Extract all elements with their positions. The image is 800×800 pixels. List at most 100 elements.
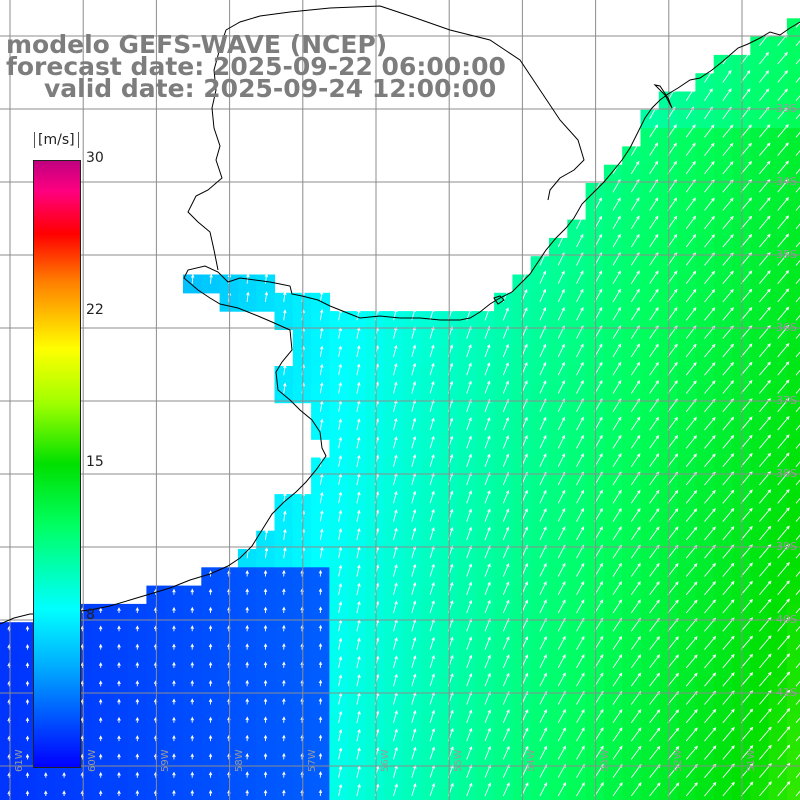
speed-cell [786, 201, 800, 221]
speed-cell [91, 713, 111, 733]
wind-arrow [190, 771, 195, 778]
wind-arrow [429, 527, 435, 541]
wind-arrow [25, 772, 30, 778]
wind-arrow [704, 234, 715, 248]
wind-arrow [172, 698, 176, 705]
speed-cell [786, 750, 800, 770]
colorbar [33, 160, 81, 768]
speed-cell [732, 695, 751, 715]
wind-arrow [630, 727, 642, 742]
speed-cell [603, 292, 623, 312]
speed-cell [439, 475, 459, 495]
speed-cell [475, 329, 495, 349]
wind-arrow [759, 343, 771, 358]
speed-cell [677, 732, 696, 751]
speed-cell [201, 677, 221, 696]
speed-cell [384, 549, 404, 568]
speed-cell [640, 109, 660, 129]
speed-cell [457, 494, 477, 513]
speed-cell [256, 530, 276, 550]
wind-arrow [319, 528, 324, 540]
wind-arrow [740, 124, 752, 138]
speed-cell [347, 384, 367, 404]
speed-cell [512, 713, 532, 733]
wind-arrow [484, 362, 491, 376]
speed-cell [475, 677, 495, 696]
speed-cell [640, 457, 660, 477]
speed-cell [384, 786, 404, 800]
wind-arrow [759, 507, 772, 522]
wind-arrow [740, 233, 753, 248]
wind-arrow [190, 606, 195, 614]
wind-arrow [539, 581, 547, 595]
speed-cell [274, 640, 294, 660]
speed-cell [549, 585, 568, 605]
speed-cell [457, 640, 477, 660]
wind-arrow [612, 434, 622, 449]
wind-arrow [759, 288, 771, 303]
speed-cell [329, 549, 349, 568]
speed-cell [311, 402, 330, 422]
speed-cell [658, 695, 678, 715]
speed-cell [768, 713, 788, 733]
speed-cell [109, 622, 129, 642]
wind-arrow [685, 307, 697, 321]
wind-arrow [25, 717, 30, 723]
wind-arrow [484, 343, 491, 358]
speed-cell [494, 549, 513, 568]
speed-cell [622, 622, 642, 642]
speed-cell [585, 677, 605, 696]
speed-cell [585, 366, 605, 385]
speed-cell [530, 256, 550, 276]
speed-cell [786, 36, 800, 56]
wind-arrow [740, 653, 754, 669]
speed-cell [347, 603, 367, 623]
wind-arrow [466, 508, 472, 522]
speed-cell [311, 366, 330, 385]
speed-cell [768, 658, 788, 678]
speed-cell [494, 292, 513, 312]
wind-arrow [466, 709, 473, 723]
speed-cell [786, 640, 800, 660]
wind-arrow [722, 672, 735, 687]
wind-arrow [685, 599, 698, 614]
speed-cell [622, 732, 642, 751]
speed-cell [640, 677, 660, 696]
wind-arrow [466, 727, 473, 742]
speed-cell [164, 603, 184, 623]
wind-arrow [630, 215, 640, 230]
lat-label: 41S [776, 686, 797, 699]
speed-cell [786, 164, 800, 184]
speed-cell [732, 713, 751, 733]
speed-cell [530, 494, 550, 513]
wind-arrow [393, 308, 398, 321]
wind-arrow [338, 747, 343, 760]
speed-cell [274, 768, 294, 788]
speed-cell [732, 768, 751, 788]
speed-cell [402, 732, 422, 751]
wind-arrow [704, 161, 715, 175]
wind-arrow [740, 580, 753, 596]
wind-arrow [356, 710, 361, 723]
wind-arrow [557, 234, 565, 248]
wind-arrow [356, 600, 361, 614]
wind-arrow [338, 637, 343, 650]
wind-arrow [429, 636, 435, 650]
wind-arrow [685, 453, 698, 467]
wind-arrow [777, 434, 790, 449]
speed-cell [512, 457, 532, 477]
speed-cell [585, 786, 605, 800]
speed-cell [402, 494, 422, 513]
wind-arrow [759, 525, 772, 541]
speed-cell [658, 713, 678, 733]
wind-arrow [685, 215, 696, 230]
wind-arrow [795, 662, 800, 669]
speed-cell [457, 549, 477, 568]
speed-cell [512, 494, 532, 513]
wind-arrow [98, 698, 103, 705]
speed-cell [439, 494, 459, 513]
wind-arrow [667, 453, 679, 467]
speed-cell [530, 768, 550, 788]
speed-cell [786, 439, 800, 459]
speed-cell [274, 750, 294, 770]
